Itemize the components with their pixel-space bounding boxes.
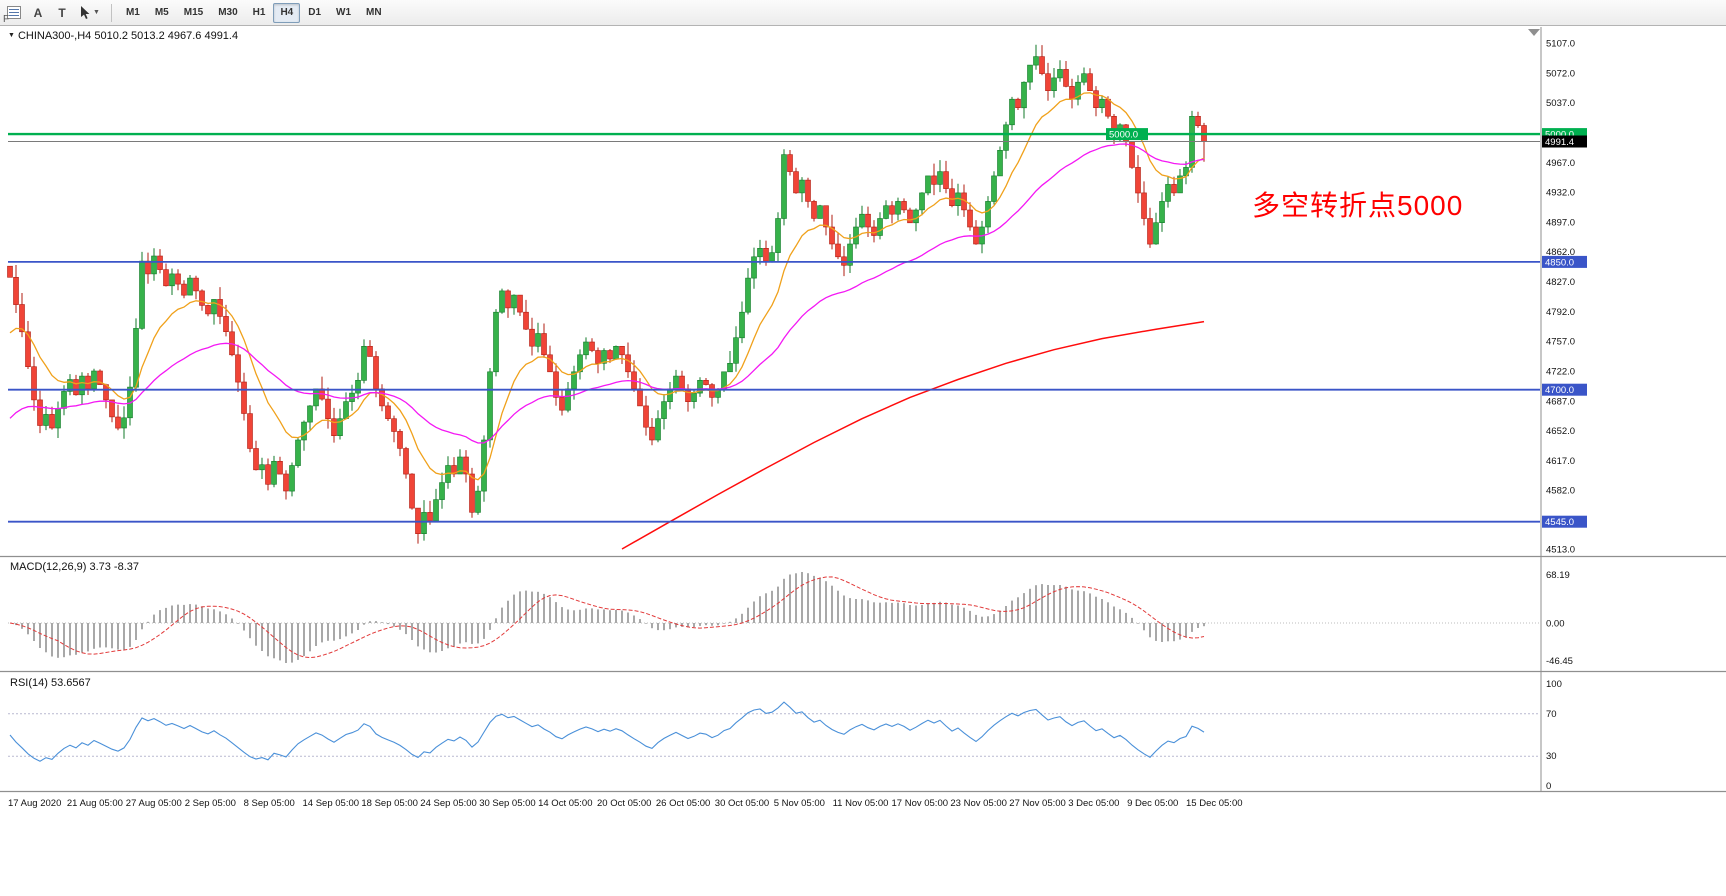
hline-badge	[1542, 255, 1587, 268]
green-line-tag	[1106, 128, 1148, 141]
price-tick-label: 4652.0	[1546, 426, 1575, 437]
price-tick-label: 4617.0	[1546, 456, 1575, 467]
time-label: 11 Nov 05:00	[833, 798, 889, 809]
current-price-badge-text: 4991.4	[1545, 137, 1574, 148]
hline-badge-text: 4700.0	[1545, 385, 1574, 396]
timeframe-button-h4[interactable]: H4	[273, 2, 301, 23]
price-tick-label: 4792.0	[1546, 307, 1575, 318]
price-tick-label: 4827.0	[1546, 277, 1575, 288]
price-tick-label: 4582.0	[1546, 486, 1575, 497]
chart-list-icon[interactable]	[3, 3, 25, 23]
macd-indicator-label: MACD(12,26,9) 3.73 -8.37	[10, 561, 140, 573]
time-label: 2 Sep 05:00	[185, 798, 236, 809]
timeframe-button-m1[interactable]: M1	[125, 7, 140, 18]
time-label: 20 Oct 05:00	[597, 798, 651, 809]
price-tick-label: 5107.0	[1546, 39, 1575, 50]
time-label: 3 Dec 05:00	[1068, 798, 1119, 809]
time-label: 27 Aug 05:00	[126, 798, 182, 809]
timeframe-button-m30[interactable]: M30	[218, 7, 238, 18]
time-label: 23 Nov 05:00	[950, 798, 1007, 809]
toolbar-separator	[110, 3, 112, 22]
ma-fast-line	[9, 92, 1205, 481]
timeframe-button-h1[interactable]: H1	[252, 7, 266, 18]
chart-list-glyph	[7, 6, 21, 19]
price-tick-label: 4967.0	[1546, 158, 1575, 169]
price-tick-label: 4722.0	[1546, 366, 1575, 377]
rsi-axis-label: 70	[1546, 709, 1557, 720]
time-label: 9 Dec 05:00	[1127, 798, 1178, 809]
candles[interactable]	[7, 44, 1207, 544]
cursor-tool-icon[interactable]: ▼	[75, 3, 104, 23]
toolbar-edge-label: F	[3, 14, 10, 25]
moving-averages	[9, 92, 1205, 550]
dropdown-caret-icon: ▼	[93, 9, 100, 16]
time-label: 14 Oct 05:00	[538, 798, 592, 809]
hline-badge	[1542, 515, 1587, 528]
panel-frames	[0, 27, 1726, 793]
time-label: 30 Sep 05:00	[479, 798, 536, 809]
price-tick-label: 5037.0	[1546, 98, 1575, 109]
time-label: 30 Oct 05:00	[715, 798, 769, 809]
timeframe-buttons: M1 M5 M15 M30 H1 H4 D1 W1 MN	[119, 2, 389, 23]
green-line-tag-text: 5000.0	[1109, 130, 1138, 141]
macd-panel[interactable]: 68.19 0.00 -46.45	[8, 570, 1573, 667]
green-level-badge-text: 5000.0	[1545, 130, 1574, 141]
price-tick-label: 4932.0	[1546, 188, 1575, 199]
rsi-axis-label: 100	[1546, 679, 1562, 690]
time-label: 18 Sep 05:00	[361, 798, 418, 809]
price-tick-label: 4687.0	[1546, 396, 1575, 407]
macd-axis-label: 0.00	[1546, 619, 1565, 630]
timeframe-button-mn[interactable]: MN	[366, 7, 382, 18]
cursor-arrow-glyph	[81, 6, 90, 19]
hline-badge-text: 4545.0	[1545, 517, 1574, 528]
symbol-ohlc-text: CHINA300-,H4 5010.2 5013.2 4967.6 4991.4	[17, 30, 239, 42]
ma-mid-line	[9, 143, 1205, 444]
timeframe-button-d1[interactable]: D1	[308, 7, 322, 18]
price-tick-label: 5072.0	[1546, 68, 1575, 79]
price-tick-label: 4513.0	[1546, 545, 1575, 556]
time-label: 14 Sep 05:00	[303, 798, 360, 809]
text-label-tool-icon[interactable]: A	[33, 5, 43, 20]
price-axis[interactable]: 5107.0 5072.0 5037.0 4967.0 4932.0 4897.0 4862…	[1542, 39, 1587, 556]
timeframe-button-m15[interactable]: M15	[183, 7, 204, 18]
price-tick-label: 4757.0	[1546, 337, 1575, 348]
rsi-axis-label: 0	[1546, 781, 1551, 792]
time-label: 27 Nov 05:00	[1009, 798, 1066, 809]
rsi-indicator-label: RSI(14) 53.6567	[10, 677, 91, 689]
macd-signal-line	[9, 576, 1205, 659]
rsi-axis-label: 30	[1546, 751, 1557, 762]
price-tick-label: 4862.0	[1546, 247, 1575, 258]
time-label: 15 Dec 05:00	[1186, 798, 1243, 809]
time-label: 8 Sep 05:00	[244, 798, 295, 809]
macd-axis-label: -46.45	[1546, 656, 1573, 667]
current-price-badge	[1542, 135, 1587, 148]
time-axis[interactable]: 17 Aug 2020 21 Aug 05:00 27 Aug 05:00 2 Sep…	[8, 798, 1243, 809]
macd-axis-label: 68.19	[1546, 570, 1570, 581]
chart-annotation-text[interactable]: 多空转折点5000	[1252, 190, 1464, 221]
time-label: 17 Nov 05:00	[892, 798, 949, 809]
time-label: 17 Aug 2020	[8, 798, 61, 809]
time-label: 5 Nov 05:00	[774, 798, 825, 809]
timeframe-button-w1[interactable]: W1	[336, 7, 352, 18]
macd-histogram	[15, 572, 1205, 663]
horizontal-lines[interactable]: 5000.0	[8, 128, 1540, 523]
timeframe-button-m5[interactable]: M5	[154, 7, 169, 18]
ma-slow-line	[621, 320, 1205, 550]
toolbar: A T ▼ M1 M5 M15 M30 H1 H4 D1 W1 MN	[0, 0, 1726, 26]
price-tick-label: 4897.0	[1546, 217, 1575, 228]
chart-menu-caret-icon: ▼	[8, 32, 15, 39]
time-label: 21 Aug 05:00	[67, 798, 123, 809]
hline-badge-text: 4850.0	[1545, 257, 1574, 268]
time-label: 26 Oct 05:00	[656, 798, 710, 809]
rsi-panel[interactable]: 100 70 30 0	[8, 679, 1562, 792]
text-box-tool-icon[interactable]: T	[58, 5, 66, 20]
symbol-ohlc-label[interactable]: ▼ CHINA300-,H4 5010.2 5013.2 4967.6 4991.…	[8, 30, 238, 42]
rsi-line	[9, 701, 1205, 762]
chart-shift-marker[interactable]	[1528, 29, 1540, 36]
hline-badge	[1542, 383, 1587, 396]
time-label: 24 Sep 05:00	[420, 798, 477, 809]
